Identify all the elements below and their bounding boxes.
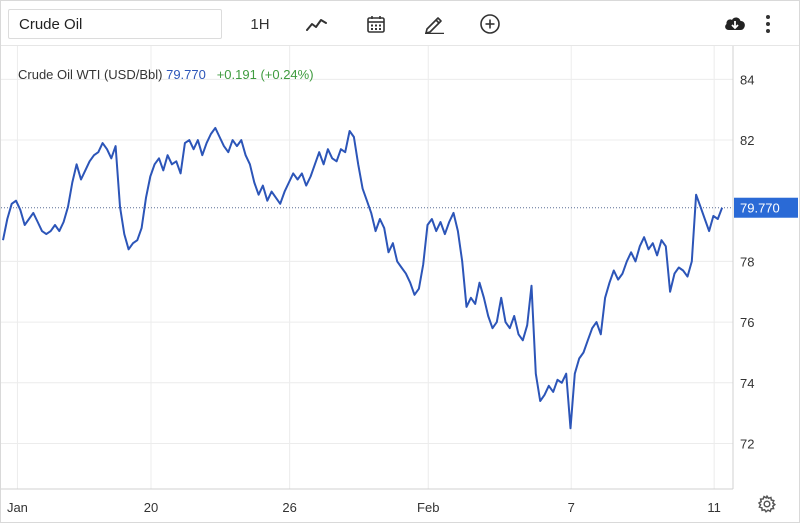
more-menu-button[interactable] [756, 9, 780, 39]
x-tick-label: 26 [282, 500, 296, 515]
draw-icon [425, 17, 444, 34]
download-button[interactable] [717, 9, 753, 39]
last-price-label: 79.770 [740, 201, 780, 216]
x-tick-label: Jan [7, 500, 28, 515]
x-tick-label: Feb [417, 500, 439, 515]
more-icon [766, 15, 770, 33]
series-line [2, 126, 724, 430]
x-tick-label: 11 [707, 500, 721, 515]
legend-change: +0.191 (+0.24%) [216, 67, 314, 82]
chart-type-button[interactable] [299, 9, 335, 39]
toolbar: 1H [1, 1, 799, 46]
y-tick-label: 72 [740, 436, 754, 451]
interval-button[interactable]: 1H [242, 9, 278, 39]
download-icon [725, 17, 745, 30]
date-range-button[interactable] [358, 9, 394, 39]
y-tick-label: 82 [740, 133, 754, 148]
calendar-icon [367, 16, 385, 33]
x-tick-label: 7 [568, 500, 575, 515]
legend-price: 79.770 [166, 67, 206, 82]
chart-legend: Crude Oil WTI (USD/Bbl) 79.770 +0.191 (+… [18, 67, 314, 82]
last-price-label-bg [734, 197, 798, 218]
symbol-search-input[interactable] [8, 9, 222, 39]
y-tick-label: 74 [740, 376, 754, 391]
add-indicator-button[interactable] [472, 9, 508, 39]
y-tick-label: 78 [740, 254, 754, 269]
draw-tools-button[interactable] [416, 9, 452, 39]
add-indicator-icon [480, 14, 500, 34]
gear-icon[interactable] [757, 494, 777, 514]
interval-label: 1H [250, 15, 270, 33]
legend-instrument-name: Crude Oil WTI (USD/Bbl) [18, 67, 163, 82]
x-tick-label: 20 [144, 500, 158, 515]
line-chart-icon [306, 19, 327, 31]
y-tick-label: 84 [740, 72, 754, 87]
y-tick-label: 76 [740, 315, 754, 330]
